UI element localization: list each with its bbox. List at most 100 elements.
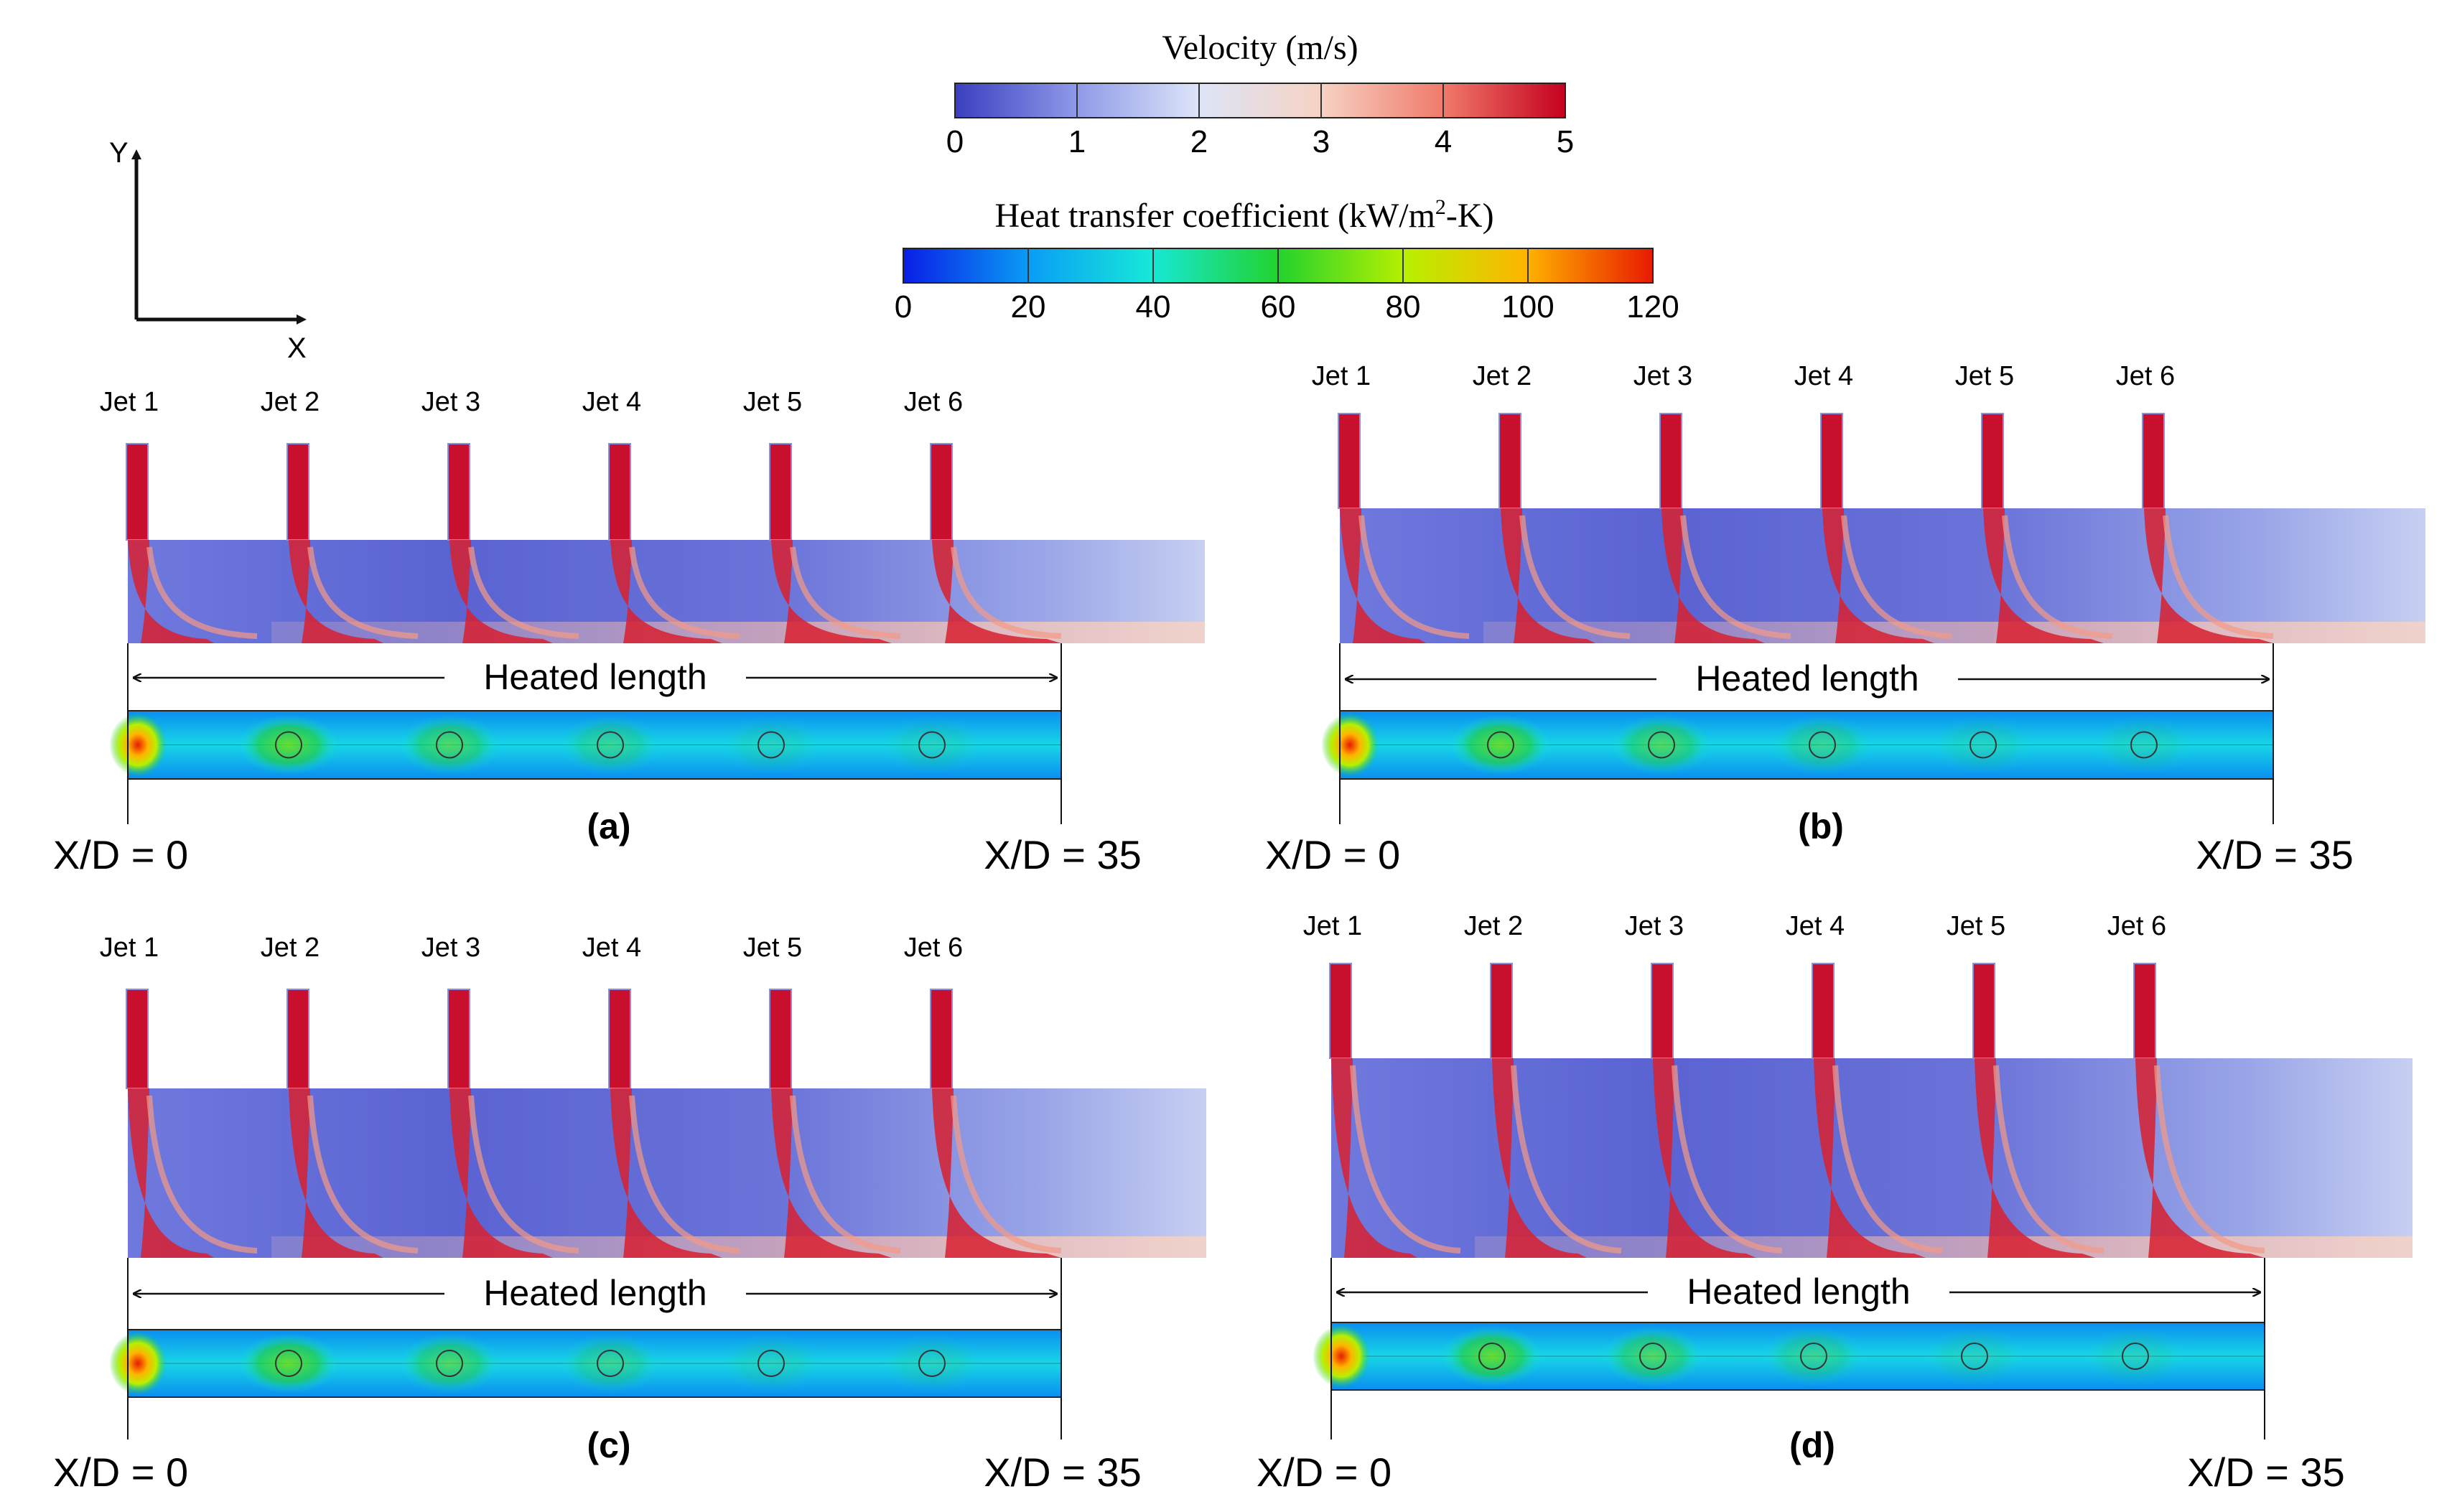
jet-label: Jet 4: [1786, 911, 1845, 941]
jet-nozzle: [1338, 413, 1361, 509]
jet-nozzle: [447, 989, 470, 1089]
jet-nozzle: [930, 443, 953, 541]
htc-stagnation-zone: [238, 714, 339, 775]
htc-stagnation-zone: [1603, 1326, 1703, 1386]
jet-shear-layer: [468, 546, 579, 639]
htc-hotspot: [109, 1332, 167, 1395]
htc-stagnation-zone: [1772, 714, 1873, 775]
velocity-tick-label: 2: [1190, 124, 1208, 159]
velocity-colorbar-gradient: [954, 83, 1566, 118]
jet-label: Jet 4: [582, 933, 641, 963]
jet-label: Jet 3: [421, 387, 480, 417]
htc-tick-label: 100: [1501, 289, 1554, 325]
jet-impingement-marker: [1800, 1343, 1827, 1370]
jet-label: Jet 4: [1794, 361, 1853, 391]
jet-label: Jet 1: [1312, 361, 1371, 391]
velocity-contour-channel: [128, 1088, 1206, 1258]
jet-nozzle: [1329, 963, 1352, 1059]
jet-nozzle: [1972, 963, 1995, 1059]
jet-nozzle: [1820, 413, 1843, 509]
velocity-tick-label: 0: [946, 124, 964, 159]
htc-stagnation-zone: [238, 1333, 339, 1394]
jet-shear-layer: [1358, 515, 1470, 639]
htc-hotspot: [1313, 1325, 1370, 1388]
jet-impingement-marker: [918, 1350, 946, 1377]
jet-nozzle: [608, 989, 631, 1089]
jet-label: Jet 5: [743, 933, 802, 963]
xd-start-label: X/D = 0: [1265, 832, 1400, 877]
coordinate-axes: Y X: [109, 137, 307, 364]
jet-impingement-marker: [1961, 1343, 1988, 1370]
jet-label: Jet 3: [421, 933, 480, 963]
jet-shear-layer: [2154, 1065, 2265, 1254]
jet-flow: [932, 1088, 1061, 1258]
jet-shear-layer: [468, 1095, 579, 1254]
jet-flow: [771, 1088, 892, 1258]
wall-jet-layer: [271, 622, 1205, 643]
jet-shear-layer: [629, 1095, 740, 1254]
jet-shear-layer: [1511, 1065, 1622, 1254]
jet-flow: [2144, 508, 2273, 643]
panel-label: (a): [587, 806, 630, 846]
jet-impingement-marker: [597, 1350, 624, 1377]
htc-stagnation-zone: [882, 1333, 982, 1394]
jet-nozzle: [126, 989, 149, 1089]
htc-stagnation-zone: [882, 714, 982, 775]
jet-flow: [1822, 508, 1934, 643]
jet-shear-layer: [1350, 1065, 1461, 1254]
jet-flow: [1983, 508, 2104, 643]
jet-shear-layer: [146, 546, 258, 639]
jet-nozzle: [608, 443, 631, 541]
htc-tick-label: 120: [1626, 289, 1679, 325]
xd-start-label: X/D = 0: [53, 1450, 188, 1495]
jet-shear-layer: [1672, 1065, 1783, 1254]
htc-stagnation-zone: [1442, 1326, 1542, 1386]
jet-nozzle: [286, 989, 309, 1089]
jet-flow: [449, 1088, 553, 1258]
jet-label: Jet 2: [261, 387, 320, 417]
jet-flow: [1661, 508, 1765, 643]
jet-nozzle: [769, 443, 792, 541]
jet-impingement-marker: [2130, 731, 2158, 759]
jet-label: Jet 1: [1303, 911, 1362, 941]
jet-impingement-marker: [757, 1350, 785, 1377]
jet-nozzle: [1651, 963, 1674, 1059]
jet-shear-layer: [1680, 515, 1791, 639]
jet-label: Jet 2: [1473, 361, 1532, 391]
jet-shear-layer: [146, 1095, 258, 1254]
jet-label: Jet 1: [100, 387, 159, 417]
wall-jet-layer: [1475, 1236, 2413, 1258]
jet-impingement-marker: [1478, 1343, 1506, 1370]
xd-end-label: X/D = 35: [2187, 1450, 2344, 1495]
jet-shear-layer: [1519, 515, 1631, 639]
jet-shear-layer: [1832, 1065, 1944, 1254]
velocity-tick-label: 1: [1068, 124, 1086, 159]
jet-impingement-marker: [1487, 731, 1514, 759]
jet-impingement-marker: [757, 731, 785, 759]
jet-nozzle: [1498, 413, 1521, 509]
jet-shear-layer: [2163, 515, 2274, 639]
htc-hotspot: [1321, 713, 1379, 777]
jet-label: Jet 6: [2107, 911, 2166, 941]
jet-impingement-marker: [436, 731, 463, 759]
jet-label: Jet 5: [1955, 361, 2014, 391]
jet-flow: [1340, 508, 1426, 643]
panels: Jet 1 Jet 2 Jet 3 Jet 4 Jet 5 Jet 6 Heated len…: [53, 361, 2425, 1495]
heated-length-label: Heated length: [1687, 1271, 1910, 1312]
jet-nozzle: [447, 443, 470, 541]
jet-shear-layer: [1993, 1065, 2104, 1254]
velocity-tick-label: 3: [1313, 124, 1330, 159]
x-axis-label: X: [287, 332, 307, 364]
xd-start-label: X/D = 0: [1257, 1450, 1392, 1495]
jet-nozzle: [1981, 413, 2004, 509]
panel-b: Jet 1 Jet 2 Jet 3 Jet 4 Jet 5 Jet 6 Heated len…: [1265, 361, 2425, 877]
htc-colorbar: Heat transfer coefficient (kW/m2-K) 0 20 4…: [895, 195, 1679, 325]
jet-impingement-marker: [275, 731, 302, 759]
htc-stagnation-zone: [2094, 714, 2194, 775]
jet-nozzle: [286, 443, 309, 541]
jet-flow: [289, 540, 383, 643]
panel-a: Jet 1 Jet 2 Jet 3 Jet 4 Jet 5 Jet 6 Heated len…: [53, 387, 1205, 877]
htc-tick-label: 80: [1386, 289, 1421, 325]
jet-flow: [128, 540, 214, 643]
